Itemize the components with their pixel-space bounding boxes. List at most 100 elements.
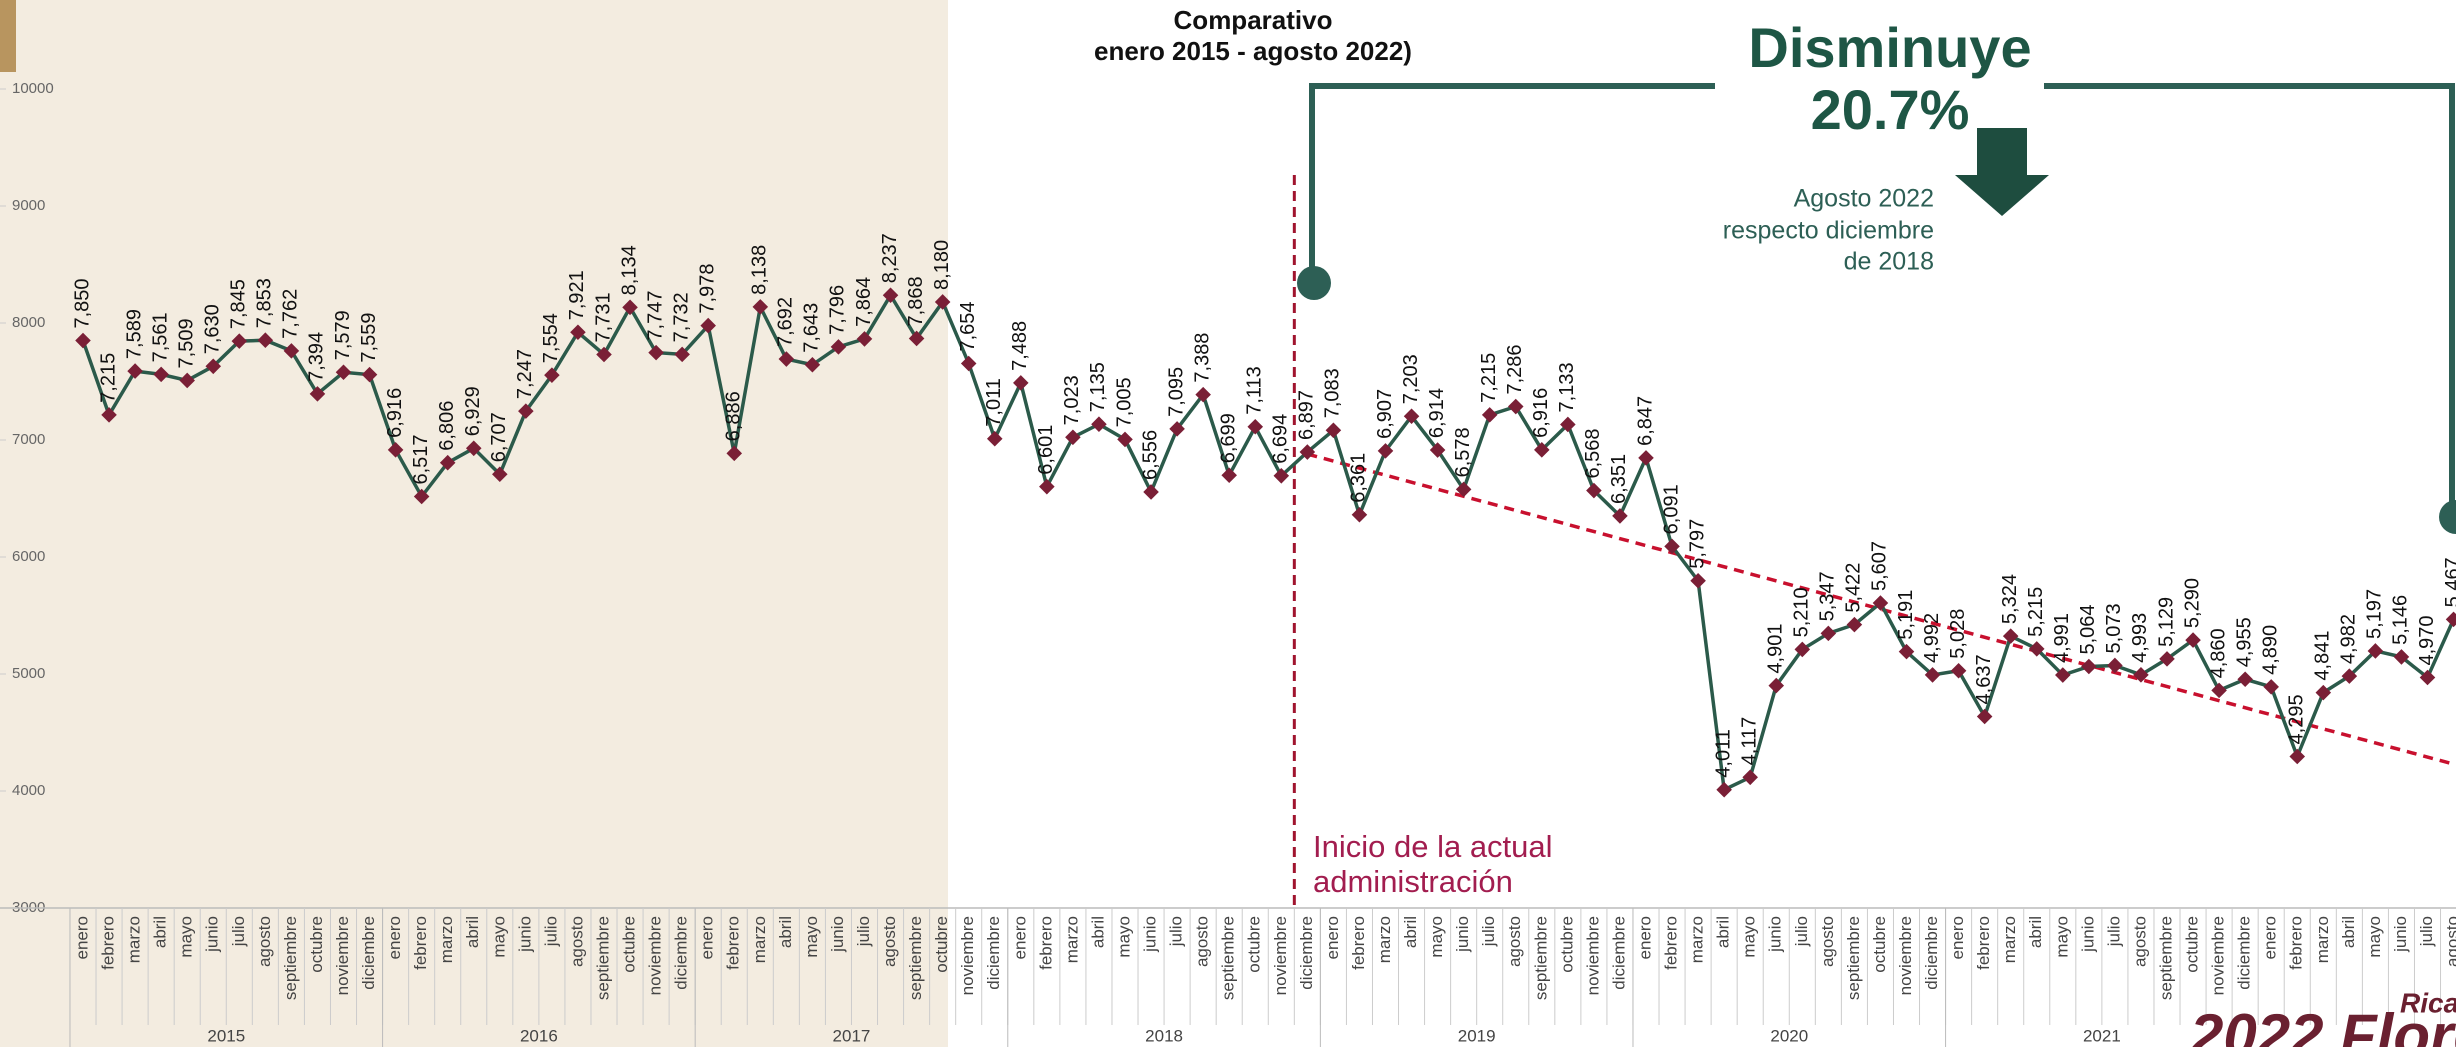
data-label: 5,146 xyxy=(2390,595,2412,645)
data-label: 5,797 xyxy=(1686,519,1708,569)
x-tick-label: noviembre xyxy=(1271,916,1290,995)
x-tick-label: agosto xyxy=(2130,916,2149,967)
x-tick-label: abril xyxy=(2026,916,2045,948)
data-label: 6,361 xyxy=(1348,453,1370,503)
data-label: 4,890 xyxy=(2259,625,2281,675)
data-label: 6,517 xyxy=(410,434,432,484)
data-label: 7,732 xyxy=(670,292,692,342)
point-marker xyxy=(1169,421,1185,437)
y-tick-label: 10000 xyxy=(12,80,54,97)
data-label: 5,028 xyxy=(1947,609,1969,659)
x-tick-label: noviembre xyxy=(646,916,665,995)
point-marker xyxy=(1586,482,1602,499)
data-label: 4,637 xyxy=(1973,654,1995,704)
x-tick-label: octubre xyxy=(307,916,326,973)
x-tick-label: marzo xyxy=(1688,916,1707,963)
data-label: 7,203 xyxy=(1400,354,1422,404)
data-label: 6,886 xyxy=(723,391,745,441)
data-label: 5,607 xyxy=(1869,541,1891,591)
x-tick-label: septiembre xyxy=(1844,916,1863,1000)
data-label: 4,992 xyxy=(1921,613,1943,663)
x-tick-label: septiembre xyxy=(593,916,612,1000)
data-label: 7,083 xyxy=(1322,368,1344,418)
x-tick-label: marzo xyxy=(750,916,769,963)
headline-note: Agosto 2022 xyxy=(1794,185,1934,213)
data-label: 6,601 xyxy=(1035,425,1057,475)
x-tick-label: marzo xyxy=(125,916,144,963)
data-label: 6,568 xyxy=(1582,428,1604,478)
data-label: 7,762 xyxy=(280,289,302,339)
x-tick-label: marzo xyxy=(2313,916,2332,963)
data-label: 5,191 xyxy=(1895,590,1917,640)
x-tick-label: mayo xyxy=(1740,916,1759,958)
y-tick-label: 5000 xyxy=(12,665,45,682)
y-tick-label: 4000 xyxy=(12,782,45,799)
point-marker xyxy=(1716,781,1732,798)
data-label: 7,654 xyxy=(957,301,979,351)
data-label: 7,286 xyxy=(1504,344,1526,394)
x-tick-label: agosto xyxy=(1818,916,1837,967)
point-marker xyxy=(1065,429,1081,446)
year-label: 2017 xyxy=(833,1026,871,1045)
x-tick-label: enero xyxy=(72,916,91,959)
x-tick-label: diciembre xyxy=(359,916,378,990)
point-marker xyxy=(1429,442,1446,458)
down-arrow xyxy=(1955,128,2049,216)
point-marker xyxy=(1481,407,1498,423)
data-label: 5,129 xyxy=(2155,597,2177,647)
x-tick-label: noviembre xyxy=(2209,916,2228,995)
arrow-shaft xyxy=(1977,128,2027,176)
point-marker xyxy=(1820,625,1837,642)
x-tick-label: abril xyxy=(151,916,170,948)
x-tick-label: agosto xyxy=(1193,916,1212,967)
x-tick-label: noviembre xyxy=(1583,916,1602,995)
point-marker xyxy=(1273,468,1290,484)
point-marker xyxy=(1872,595,1889,611)
x-tick-label: septiembre xyxy=(1219,916,1238,1000)
data-label: 7,509 xyxy=(175,318,197,368)
data-label: 6,914 xyxy=(1426,388,1448,438)
data-label: 7,247 xyxy=(514,349,536,399)
data-label: 7,488 xyxy=(1009,321,1031,371)
point-marker xyxy=(2211,682,2227,699)
x-tick-label: diciembre xyxy=(2235,916,2254,990)
x-tick-label: noviembre xyxy=(333,916,352,995)
point-marker xyxy=(1221,467,1237,483)
point-marker xyxy=(1455,481,1472,498)
x-tick-label: enero xyxy=(1948,916,1967,959)
x-tick-label: agosto xyxy=(880,916,899,967)
data-label: 7,796 xyxy=(827,285,849,335)
chart-subtitle: enero 2015 - agosto 2022) xyxy=(1094,36,1412,66)
data-label: 7,394 xyxy=(306,332,328,382)
point-marker xyxy=(1507,398,1524,415)
point-marker xyxy=(1690,572,1706,589)
headline-note: respecto diciembre xyxy=(1723,217,1934,245)
data-label: 7,095 xyxy=(1165,367,1187,417)
x-tick-label: junio xyxy=(203,916,222,953)
data-label: 7,559 xyxy=(358,313,380,363)
x-tick-label: junio xyxy=(1766,916,1785,953)
point-marker xyxy=(2263,679,2279,695)
data-label: 8,138 xyxy=(749,245,771,295)
point-marker xyxy=(1247,419,1264,435)
point-marker xyxy=(1117,431,1133,448)
data-label: 7,864 xyxy=(853,277,875,327)
x-tick-label: enero xyxy=(698,916,717,959)
data-label: 6,916 xyxy=(1530,388,1552,438)
data-label: 7,921 xyxy=(566,270,588,320)
point-marker xyxy=(1013,375,1029,391)
x-tick-label: octubre xyxy=(932,916,951,973)
x-tick-label: diciembre xyxy=(984,916,1003,990)
logo: Ricardo 2022 Flores xyxy=(2189,987,2456,1047)
data-label: 6,091 xyxy=(1660,484,1682,534)
data-label: 5,324 xyxy=(1999,574,2021,624)
data-label: 4,901 xyxy=(1765,624,1787,674)
point-marker xyxy=(153,366,169,383)
point-marker xyxy=(231,333,248,349)
data-label: 7,731 xyxy=(592,292,614,342)
x-tick-label: marzo xyxy=(1062,916,1081,963)
arrow-head xyxy=(1955,175,2049,216)
data-label: 4,993 xyxy=(2129,613,2151,663)
data-label: 8,237 xyxy=(879,233,901,283)
x-tick-label: mayo xyxy=(1427,916,1446,958)
